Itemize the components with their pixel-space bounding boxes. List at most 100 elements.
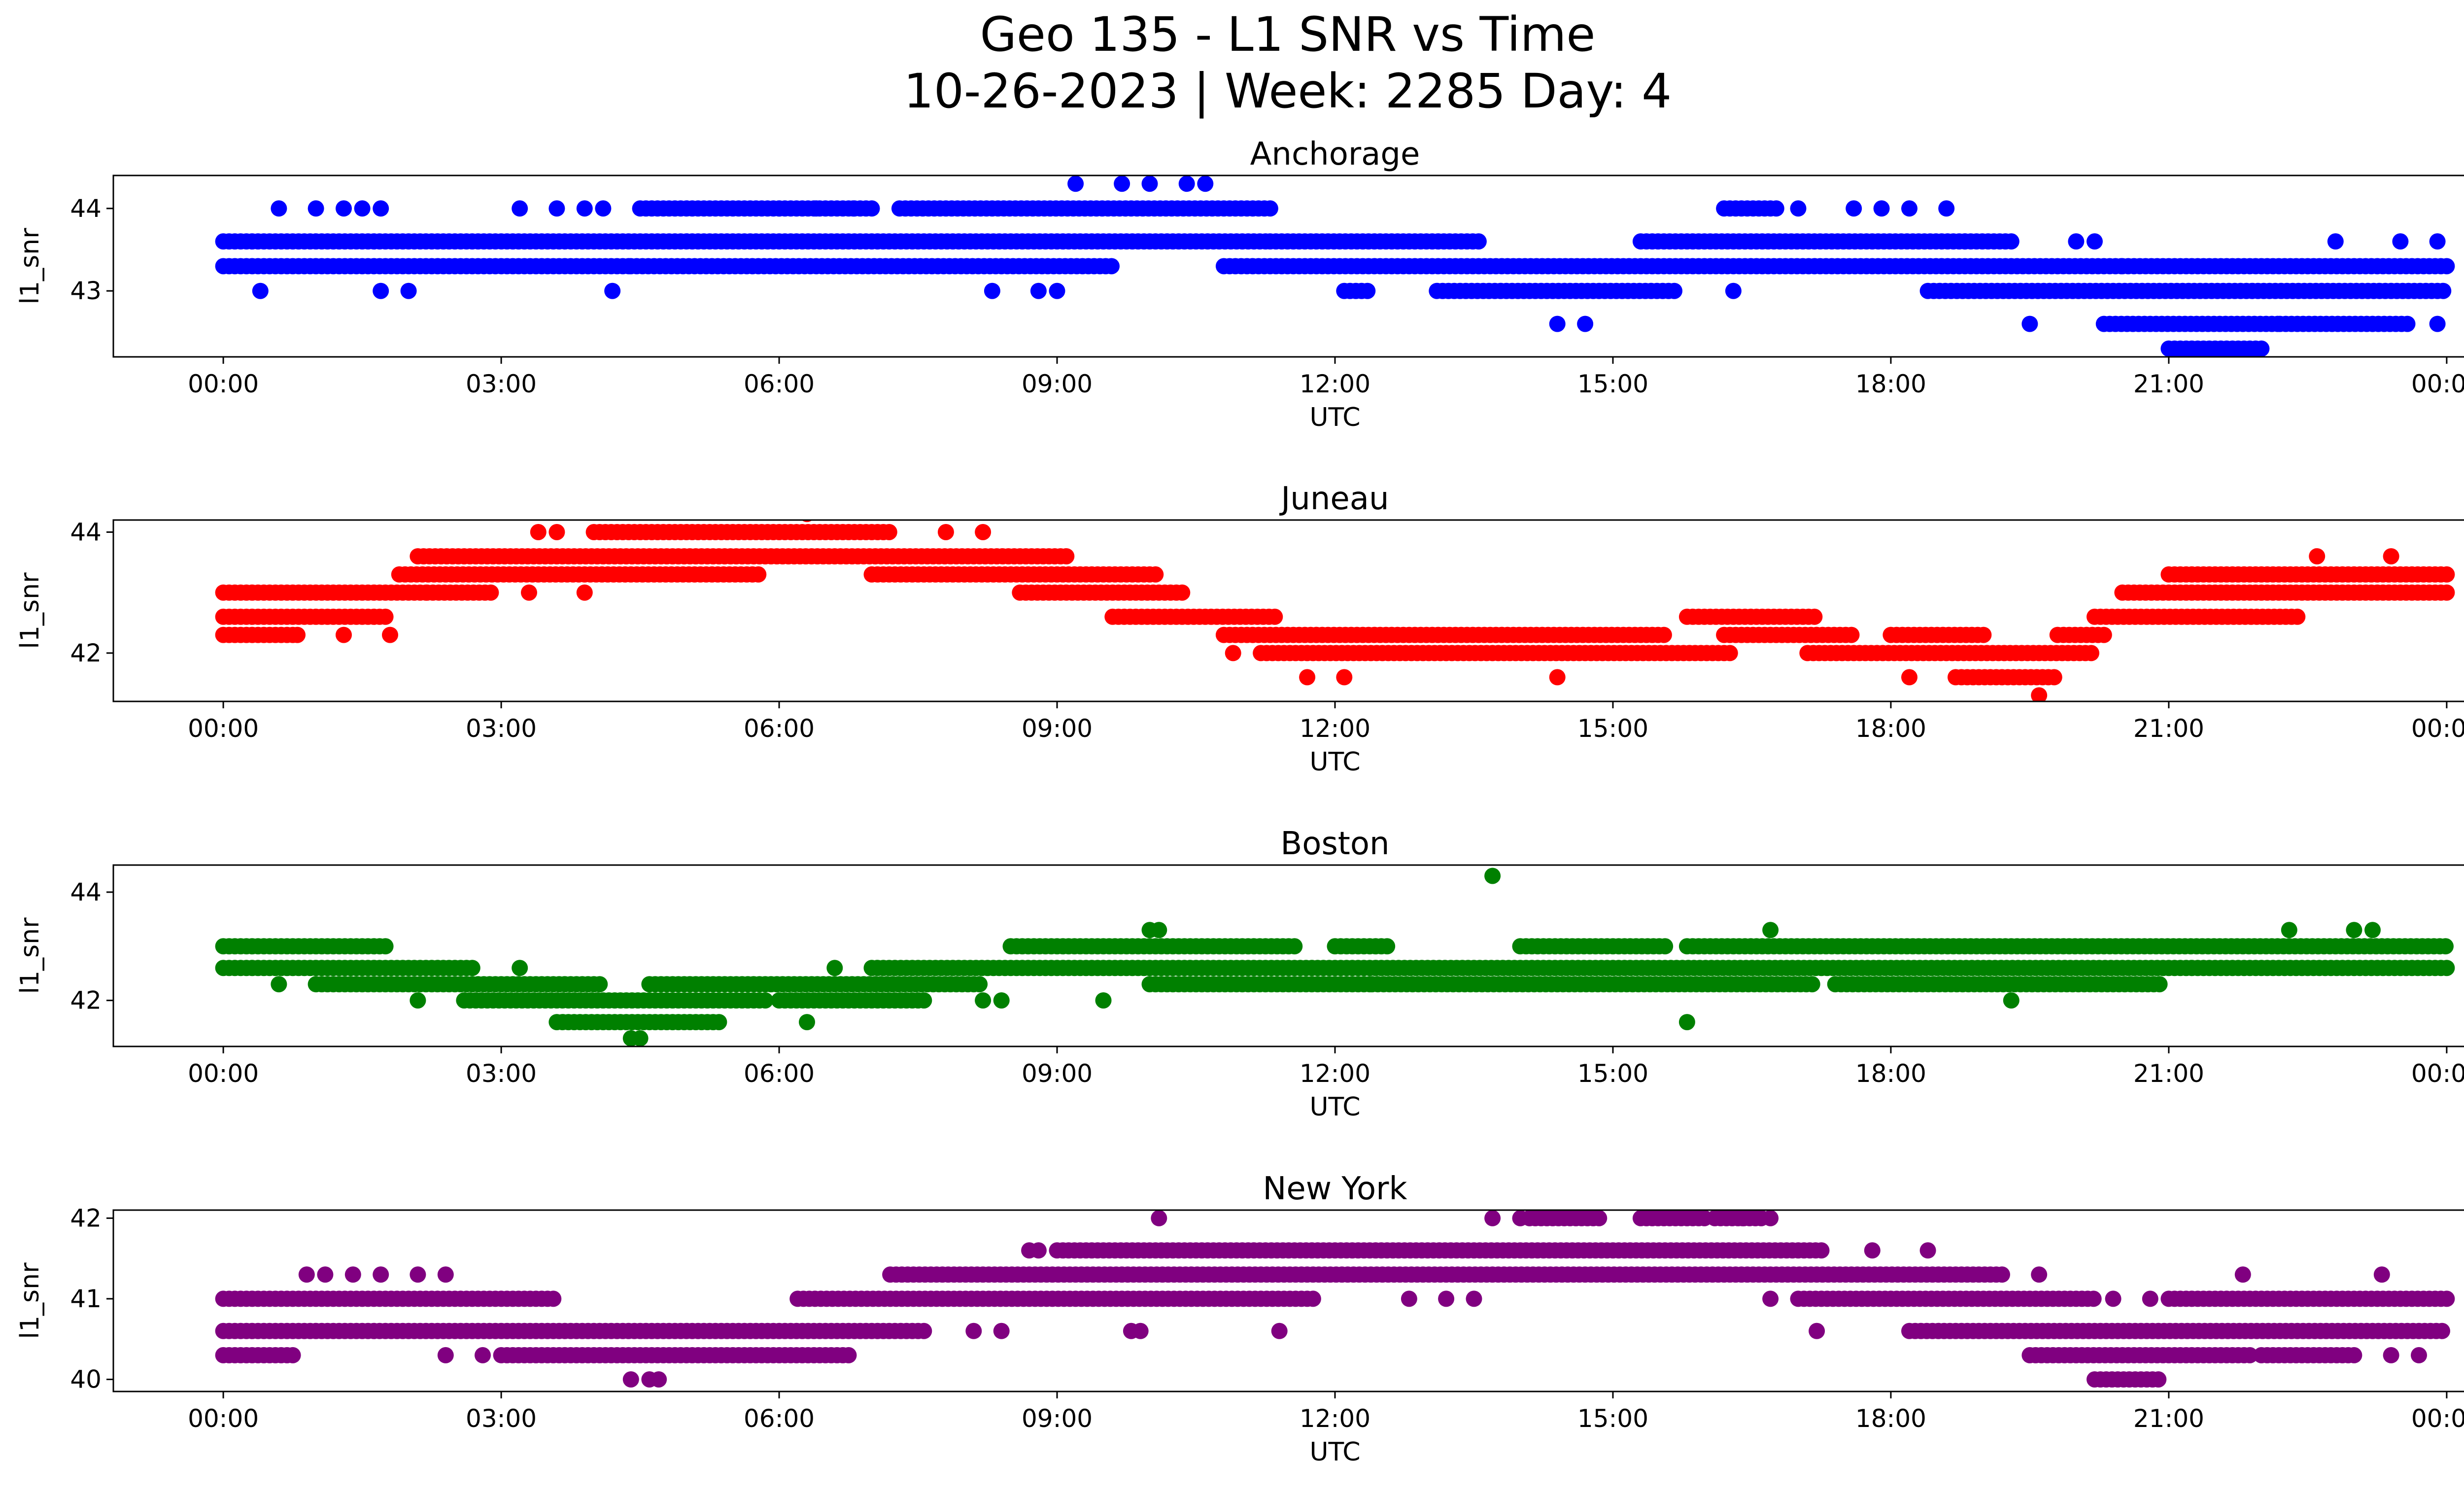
data-point — [2435, 282, 2452, 299]
subplot-title: Anchorage — [1250, 136, 1420, 173]
data-point — [1466, 1290, 1482, 1307]
x-tick-label: 09:00 — [1022, 370, 1093, 398]
data-point — [377, 938, 394, 955]
data-point — [1141, 175, 1158, 192]
data-point — [1359, 282, 1376, 299]
data-point — [464, 960, 480, 976]
data-point — [2411, 1347, 2427, 1363]
scatter-points — [215, 520, 2455, 701]
data-point — [863, 200, 880, 217]
x-tick-label: 06:00 — [744, 370, 815, 398]
data-point — [2346, 1347, 2362, 1363]
y-tick-label: 44 — [70, 194, 102, 223]
data-point — [1901, 200, 1917, 217]
x-tick-label: 00:00 — [2411, 370, 2464, 398]
x-tick-label: 15:00 — [1577, 1059, 1648, 1088]
data-point — [2083, 645, 2099, 661]
x-tick-label: 03:00 — [466, 1404, 537, 1433]
data-point — [410, 992, 426, 1009]
data-point — [1549, 669, 1566, 686]
x-tick-label: 09:00 — [1022, 1404, 1093, 1433]
data-point — [1470, 233, 1487, 250]
data-point — [2234, 1266, 2251, 1283]
data-point — [650, 1371, 667, 1388]
x-tick-label: 15:00 — [1577, 714, 1648, 743]
data-point — [993, 992, 1010, 1009]
data-point — [2373, 1266, 2390, 1283]
data-point — [373, 1266, 389, 1283]
data-point — [1058, 548, 1075, 565]
data-point — [1049, 282, 1065, 299]
subplot-3: Boston 00:00 03:00 06:00 09:00 12:00 15:00 18:0… — [15, 826, 2464, 1122]
data-point — [1678, 1014, 1695, 1031]
data-point — [475, 1347, 491, 1363]
data-point — [377, 608, 394, 625]
data-point — [2438, 960, 2455, 976]
data-point — [622, 1371, 639, 1388]
x-tick-label: 21:00 — [2133, 714, 2204, 743]
data-point — [1132, 1322, 1149, 1339]
y-tick-label: 43 — [70, 277, 102, 305]
data-point — [1734, 1210, 1751, 1226]
subplot-title: Boston — [1280, 826, 1389, 862]
x-tick-label: 18:00 — [1855, 1404, 1926, 1433]
figure-title-line-1: Geo 135 - L1 SNR vs Time — [980, 7, 1596, 62]
data-point — [1975, 626, 1992, 643]
subplots: Anchorage 00:00 03:00 06:00 09:00 12:00 15:00 1… — [15, 136, 2464, 1467]
x-tick-label: 12:00 — [1300, 714, 1370, 743]
data-point — [881, 524, 897, 540]
y-tick-label: 42 — [70, 986, 102, 1015]
x-axis-label: UTC — [1309, 403, 1360, 432]
data-point — [1336, 669, 1353, 686]
data-point — [1030, 1242, 1047, 1259]
data-point — [1067, 175, 1084, 192]
data-point — [1768, 200, 1784, 217]
x-tick-label: 06:00 — [744, 714, 815, 743]
figure-title-line-2: 10-26-2023 | Week: 2285 Day: 4 — [904, 64, 1672, 119]
data-point — [937, 524, 954, 540]
data-point — [595, 200, 612, 217]
data-point — [1379, 938, 1396, 955]
data-point — [252, 282, 269, 299]
data-point — [1484, 1210, 1501, 1226]
subplot-2: Juneau 00:00 03:00 06:00 09:00 12:00 15:00 18:0… — [15, 481, 2464, 777]
data-point — [2289, 608, 2306, 625]
subplot-title: New York — [1263, 1171, 1407, 1207]
data-point — [400, 282, 417, 299]
data-point — [2281, 922, 2297, 939]
data-point — [808, 200, 824, 217]
x-tick-label: 18:00 — [1855, 1059, 1926, 1088]
data-point — [2364, 922, 2381, 939]
data-point — [1401, 1290, 1417, 1307]
x-tick-label: 18:00 — [1855, 370, 1926, 398]
data-point — [993, 1322, 1010, 1339]
data-point — [2151, 976, 2168, 993]
data-point — [971, 976, 988, 993]
data-point — [2399, 315, 2416, 332]
data-point — [548, 524, 565, 540]
x-tick-label: 03:00 — [466, 370, 537, 398]
x-axis-label: UTC — [1309, 1092, 1360, 1122]
data-point — [576, 584, 593, 601]
x-tick-label: 09:00 — [1022, 1059, 1093, 1088]
data-point — [1762, 922, 1779, 939]
data-point — [2429, 233, 2446, 250]
data-point — [512, 200, 528, 217]
data-point — [1804, 976, 1820, 993]
data-point — [975, 992, 992, 1009]
data-point — [482, 584, 499, 601]
data-point — [771, 200, 787, 217]
data-point — [521, 584, 537, 601]
data-point — [1721, 645, 1738, 661]
x-tick-label: 21:00 — [2133, 370, 2204, 398]
data-point — [289, 626, 306, 643]
data-point — [2429, 315, 2446, 332]
data-point — [1151, 1210, 1167, 1226]
x-tick-label: 09:00 — [1022, 714, 1093, 743]
data-point — [2346, 922, 2362, 939]
data-point — [317, 1266, 334, 1283]
data-point — [1151, 922, 1167, 939]
x-tick-label: 15:00 — [1577, 370, 1648, 398]
data-point — [2021, 315, 2038, 332]
data-point — [2003, 233, 2019, 250]
